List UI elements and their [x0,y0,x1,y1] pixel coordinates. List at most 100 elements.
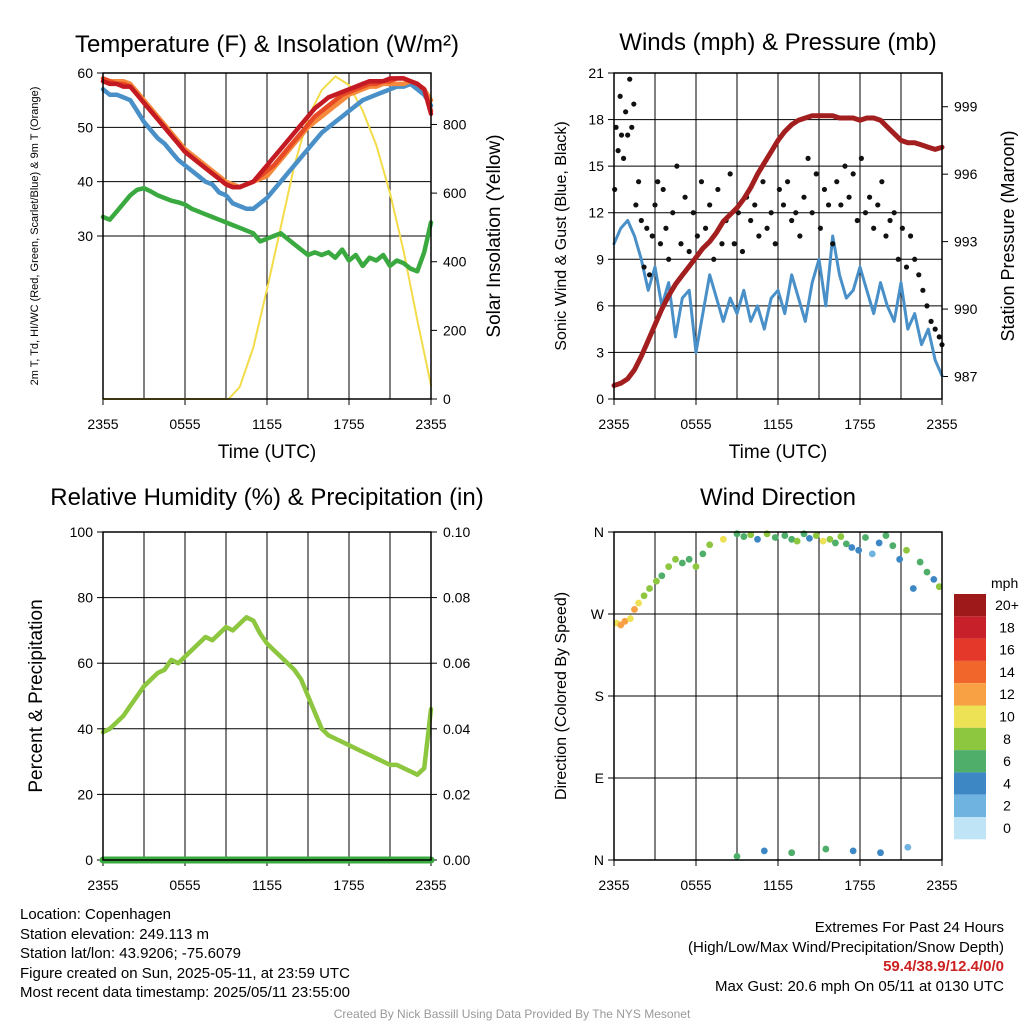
gust-point [690,210,696,216]
x-tick-label: 0555 [169,877,200,893]
gust-point [936,334,942,340]
panel-dir: Wind Direction 2355 0555 1155 1755 2355 N E S W N D… [553,484,1019,893]
y2-tick-label: 800 [443,116,467,132]
y-tick-label: N [594,852,604,868]
direction-point [848,544,856,551]
direction-point [685,555,693,563]
extremes-block: Extremes For Past 24 Hours (High/Low/Max… [688,918,1004,996]
gust-point [879,179,885,185]
x-tick-label: 1155 [252,416,282,432]
x-tick-label: 1155 [763,416,793,432]
legend-swatch [954,594,986,617]
gust-point [615,148,621,154]
most-recent-timestamp: Most recent data timestamp: 2025/05/11 2… [20,984,350,1001]
direction-point [706,541,714,549]
direction-point [923,568,931,576]
legend-swatch [954,660,986,684]
legend-label: 14 [999,664,1015,680]
gust-point [854,217,860,224]
gust-point [834,179,840,185]
y2-tick-label: 400 [443,254,467,270]
plot-frame [102,72,432,400]
y2-tick-label: 999 [954,99,978,115]
series-heat-index-wind-chill-scarlet [100,76,434,190]
panel-wind: Winds (mph) & Pressure (mb) 2355 0555 1155 1… [553,29,1018,463]
gust-point [784,179,791,185]
gust-point [846,194,852,200]
gust-point [707,202,713,208]
figure-created: Figure created on Sun, 2025-05-11, at 23… [20,964,350,982]
gust-point [636,179,642,185]
chart-title: Temperature (F) & Insolation (W/m²) [75,31,459,58]
y-tick-label: 60 [77,65,93,81]
x-tick-label: 2355 [415,877,446,893]
y-tick-label: 0 [85,852,93,868]
extremes-description: (High/Low/Max Wind/Precipitation/Snow De… [688,938,1004,956]
direction-point [627,615,634,622]
direction-point [889,542,897,550]
y-tick-label: S [595,688,604,704]
gust-point [655,179,661,185]
legend-label: 12 [999,686,1015,702]
gust-point [797,233,803,239]
gust-point [817,225,823,231]
x-tick-label: 0555 [169,416,200,432]
gust-point [644,225,650,231]
x-tick-label: 2355 [926,877,957,893]
gust-point [780,202,787,208]
gust-point [686,248,692,255]
y-tick-label: 21 [588,65,604,81]
direction-point [621,617,629,625]
direction-point [868,550,876,558]
x-tick-label: 1755 [333,877,364,893]
direction-point [631,606,638,613]
chart-title: Wind Direction [700,484,856,511]
station-info: Location: Copenhagen Station elevation: … [20,905,350,1003]
series-sonic-wind [612,219,944,378]
gust-point [625,132,631,138]
gust-point [891,210,897,216]
x-axis-label: Time (UTC) [729,442,828,463]
gust-point [752,202,758,208]
direction-point [909,585,917,592]
series-dew-point [100,185,434,274]
max-gust: Max Gust: 20.6 mph On 05/11 at 0130 UTC [714,977,1004,995]
direction-point [740,533,748,540]
gust-point [657,241,664,247]
gust-point [842,163,848,169]
direction-point [875,539,883,547]
legend-swatch [954,817,986,840]
gust-point [727,171,733,177]
gust-point [932,326,938,332]
gust-point [719,241,725,247]
gust-point [809,210,815,216]
gust-point [649,233,655,239]
y-tick-label: E [595,770,604,786]
gust-point [715,186,721,193]
gust-point [748,217,754,224]
panel-temp: Temperature (F) & Insolation (W/m²) 2355 0… [29,31,505,463]
direction-point [877,849,884,857]
gust-point [920,287,926,293]
direction-point [747,531,755,539]
gust-point [776,186,782,193]
gust-point [641,264,647,270]
direction-point [862,534,869,541]
direction-point [640,592,648,600]
y-tick-label: 100 [70,524,94,540]
gust-point [646,272,653,278]
direction-point [819,537,827,545]
legend-swatch [954,683,986,706]
legend-swatch [954,772,986,795]
y2-axis-label: Station Pressure (Maroon) [998,130,1018,341]
extremes-values: 59.4/38.9/12.4/0/0 [883,958,1004,975]
legend-label: 10 [999,709,1015,725]
y2-axis-label: Solar Insolation (Yellow) [484,134,505,337]
gust-point [623,109,629,115]
direction-point [646,585,653,592]
y2-tick-label: 996 [954,166,978,182]
y-tick-label: 0 [596,391,604,407]
x-tick-label: 1755 [844,877,875,893]
legend-swatch [954,750,986,773]
y-tick-label: 30 [77,228,93,244]
